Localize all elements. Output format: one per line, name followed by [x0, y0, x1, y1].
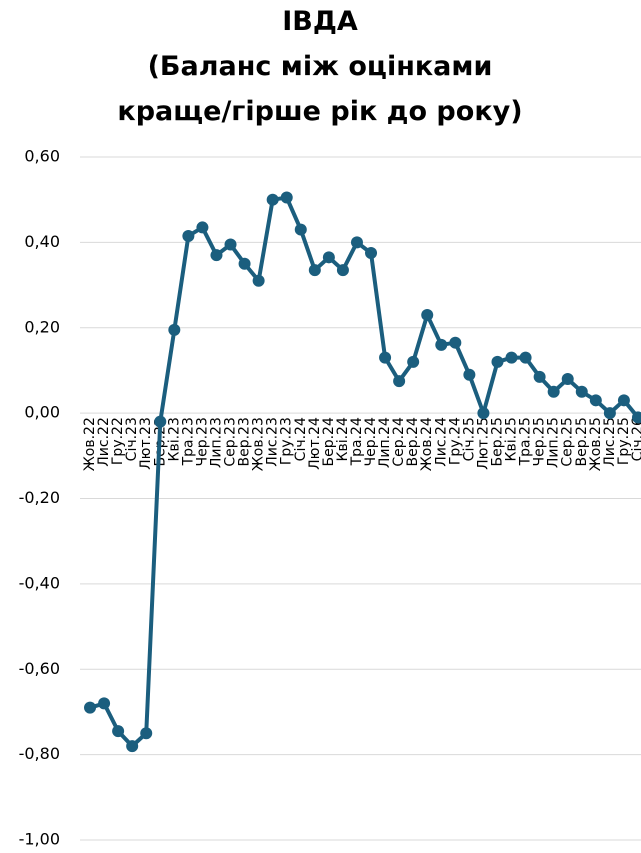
- x-tick-label: Вер.23: [237, 417, 253, 466]
- x-tick-label: Лип.24: [377, 417, 393, 468]
- marker: [308, 264, 321, 277]
- y-tick-label: 0,60: [24, 147, 60, 166]
- line: [89, 195, 640, 749]
- x-tick-label: Лис.24: [433, 417, 449, 467]
- marker: [379, 351, 392, 364]
- x-tick-label: Лип.25: [546, 417, 562, 468]
- marker: [575, 385, 588, 398]
- x-tick-label: Чер.24: [363, 417, 379, 466]
- x-tick-label: Жов.25: [588, 417, 604, 471]
- x-tick-label: Січ.26: [630, 417, 641, 461]
- y-tick-label: 0,20: [24, 317, 60, 336]
- y-tick-label: 0,40: [24, 232, 60, 251]
- y-tick-label: -0,80: [19, 744, 60, 763]
- marker: [238, 257, 251, 270]
- x-tick-label: Лют.23: [138, 417, 154, 470]
- x-tick-label: Січ.23: [124, 417, 140, 461]
- x-tick-label: Гру.22: [110, 417, 126, 465]
- marker: [168, 323, 181, 336]
- chart-title: (Баланс між оцінками: [148, 51, 493, 82]
- marker: [98, 697, 111, 710]
- x-tick-label: Кві.25: [504, 417, 520, 461]
- marker: [365, 247, 378, 260]
- x-tick-label: Тра.25: [518, 417, 534, 466]
- x-tick-label: Лют.25: [475, 417, 491, 470]
- x-tick-label: Гру.24: [447, 417, 463, 465]
- x-tick-label: Сер.24: [391, 417, 407, 467]
- marker: [280, 191, 293, 204]
- x-tick-label: Лис.22: [96, 417, 112, 467]
- x-tick-label: Бер.25: [489, 417, 505, 466]
- marker: [294, 223, 307, 236]
- chart-title: ІВДА: [282, 6, 358, 37]
- marker: [266, 193, 279, 206]
- marker: [224, 238, 237, 251]
- marker: [350, 236, 363, 249]
- marker: [617, 394, 630, 407]
- marker: [252, 274, 265, 287]
- x-tick-label: Сер.23: [223, 417, 239, 467]
- y-tick-label: -1,00: [19, 830, 60, 849]
- marker: [435, 338, 448, 351]
- x-tick-label: Кві.24: [335, 417, 351, 461]
- marker: [112, 725, 125, 738]
- marker: [393, 375, 406, 388]
- marker: [407, 355, 420, 368]
- x-tick-label: Тра.23: [180, 417, 196, 466]
- marker: [533, 370, 546, 383]
- marker: [210, 249, 223, 262]
- marker: [547, 385, 560, 398]
- x-tick-label: Кві.23: [166, 417, 182, 461]
- marker: [336, 264, 349, 277]
- x-tick-label: Бер.24: [321, 417, 337, 466]
- x-tick-label: Лис.25: [602, 417, 618, 467]
- marker: [463, 368, 476, 381]
- y-tick-label: -0,60: [19, 659, 60, 678]
- x-tick-label: Вер.24: [405, 417, 421, 466]
- y-tick-label: -0,40: [19, 573, 60, 592]
- y-tick-label: -0,20: [19, 488, 60, 507]
- x-tick-label: Жов.23: [251, 417, 267, 471]
- marker: [519, 351, 532, 364]
- x-tick-label: Гру.23: [279, 417, 295, 465]
- x-tick-label: Жов.22: [82, 417, 98, 471]
- x-tick-label: Вер.25: [574, 417, 590, 466]
- x-tick-label: Гру.25: [616, 417, 632, 465]
- x-tick-label: Сер.25: [560, 417, 576, 467]
- x-tick-label: Січ.25: [461, 417, 477, 461]
- marker: [182, 229, 195, 242]
- marker: [140, 727, 153, 740]
- x-tick-label: Жов.24: [419, 417, 435, 471]
- marker: [322, 251, 335, 264]
- marker: [84, 701, 97, 714]
- x-tick-label: Лип.23: [208, 417, 224, 468]
- marker: [154, 415, 167, 428]
- x-tick-label: Тра.24: [349, 417, 365, 466]
- chart-title: краще/гірше рік до року): [117, 96, 522, 127]
- marker: [421, 308, 434, 321]
- marker: [449, 336, 462, 349]
- marker: [589, 394, 602, 407]
- x-tick-label: Чер.23: [194, 417, 210, 466]
- x-tick-label: Лис.23: [265, 417, 281, 467]
- marker: [505, 351, 518, 364]
- marker: [561, 372, 574, 385]
- y-tick-label: 0,00: [24, 403, 60, 422]
- marker: [631, 411, 641, 424]
- marker: [477, 407, 490, 420]
- marker: [491, 355, 504, 368]
- marker: [126, 740, 139, 753]
- x-tick-label: Чер.25: [532, 417, 548, 466]
- x-tick-label: Січ.24: [293, 417, 309, 461]
- marker: [196, 221, 209, 234]
- marker: [603, 407, 616, 420]
- x-tick-label: Лют.24: [307, 417, 323, 470]
